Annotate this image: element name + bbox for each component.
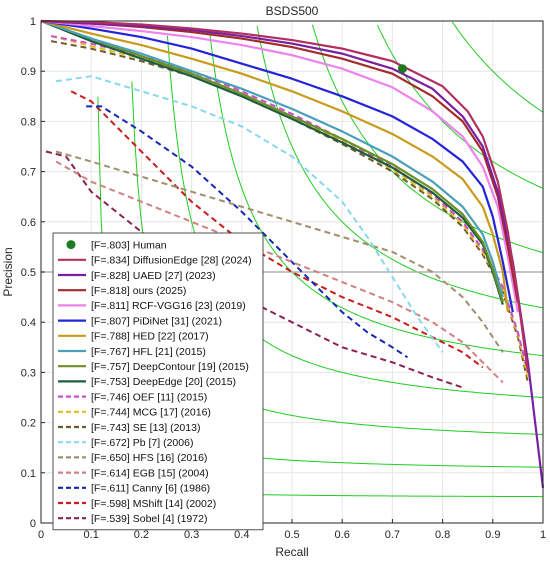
x-tick-label-2: 0.2: [134, 529, 149, 541]
x-tick-label-0: 0: [38, 529, 44, 541]
series-line-13: [55, 150, 504, 353]
legend-label-9: [F=.746] OEF [11] (2015): [91, 391, 207, 403]
x-tick-label-5: 0.5: [284, 529, 299, 541]
legend-label-16: [F=.598] MShift [14] (2002): [91, 498, 216, 510]
legend-label-11: [F=.743] SE [13] (2013): [91, 422, 200, 434]
legend-label-8: [F=.753] DeepEdge [20] (2015): [91, 376, 236, 388]
series-line-4: [40, 19, 514, 313]
legend-label-5: [F=.788] HED [22] (2017): [91, 331, 209, 343]
legend-label-4: [F=.807] PiDiNet [31] (2021): [91, 315, 222, 327]
series-line-15: [86, 105, 409, 359]
legend: [F=.803] Human [F=.834] DiffusionEdge [28…: [52, 232, 264, 531]
legend-label-14: [F=.614] EGB [15] (2004): [91, 467, 209, 479]
legend-label-10: [F=.744] MCG [17] (2016): [91, 407, 211, 419]
y-tick-label-6: 0.6: [21, 217, 36, 229]
legend-label-3: [F=.811] RCF-VGG16 [23] (2019): [91, 300, 246, 312]
y-tick-label-3: 0.3: [21, 367, 36, 379]
iso-f-curve-0.5: [209, 33, 544, 357]
human-point-layer: [397, 64, 407, 74]
x-ticks: 0 0.1 0.2 0.3 0.4 0.5 0.6 0.7 0.8 0.9 1: [38, 519, 546, 541]
iso-f-curve-0.6: [256, 25, 544, 309]
x-tick-label-7: 0.7: [385, 529, 400, 541]
y-tick-label-4: 0.4: [21, 317, 36, 329]
y-tick-label-0: 0: [30, 518, 36, 530]
series-line-5: [40, 19, 509, 313]
x-tick-label-9: 0.9: [485, 529, 500, 541]
legend-label-17: [F=.539] Sobel [4] (1972): [91, 513, 207, 525]
series-line-6: [40, 19, 504, 298]
x-tick-label-1: 0.1: [84, 529, 99, 541]
legend-label-13: [F=.650] HFS [16] (2016): [91, 452, 207, 464]
series-line-0: [40, 19, 530, 373]
legend-label-human: [F=.803] Human: [91, 239, 167, 251]
series-line-2: [40, 19, 519, 303]
series-line-7: [40, 19, 504, 303]
series-line-12: [55, 75, 444, 353]
legend-marker-human: [66, 240, 76, 250]
y-tick-label-1: 0.1: [21, 468, 36, 480]
series-line-14: [55, 160, 504, 384]
y-tick-label-2: 0.2: [21, 418, 36, 430]
x-tick-label-3: 0.3: [184, 529, 199, 541]
y-tick-label-9: 0.9: [21, 66, 36, 78]
series-lines: [40, 19, 545, 488]
x-axis-label: Recall: [275, 545, 308, 559]
human-point: [397, 64, 407, 74]
x-tick-label-8: 0.8: [435, 529, 450, 541]
y-axis-label: Precision: [1, 247, 15, 296]
x-tick-label-6: 0.6: [335, 529, 350, 541]
legend-box: [52, 232, 264, 531]
y-tick-label-10: 1: [30, 16, 36, 28]
legend-label-1: [F=.828] UAED [27] (2023): [91, 270, 216, 282]
x-tick-label-10: 1: [540, 529, 546, 541]
chart-title: BSDS500: [266, 4, 319, 18]
series-line-11: [50, 40, 529, 383]
legend-label-12: [F=.672] Pb [7] (2006): [91, 437, 193, 449]
x-tick-label-4: 0.4: [234, 529, 249, 541]
iso-f-curve-0.9: [451, 21, 544, 113]
legend-label-7: [F=.757] DeepContour [19] (2015): [91, 361, 249, 373]
y-ticks: 0 0.1 0.2 0.3 0.4 0.5 0.6 0.7 0.8 0.9 1: [21, 16, 45, 530]
y-tick-label-7: 0.7: [21, 167, 36, 179]
legend-label-6: [F=.767] HFL [21] (2015): [91, 346, 206, 358]
legend-label-0: [F=.834] DiffusionEdge [28] (2024): [91, 255, 252, 267]
legend-label-15: [F=.611] Canny [6] (1986): [91, 483, 210, 495]
y-tick-label-8: 0.8: [21, 116, 36, 128]
y-tick-label-5: 0.5: [21, 267, 36, 279]
legend-label-2: [F=.818] ours (2025): [91, 285, 186, 297]
series-line-3: [40, 19, 519, 313]
series-line-16: [70, 90, 484, 369]
